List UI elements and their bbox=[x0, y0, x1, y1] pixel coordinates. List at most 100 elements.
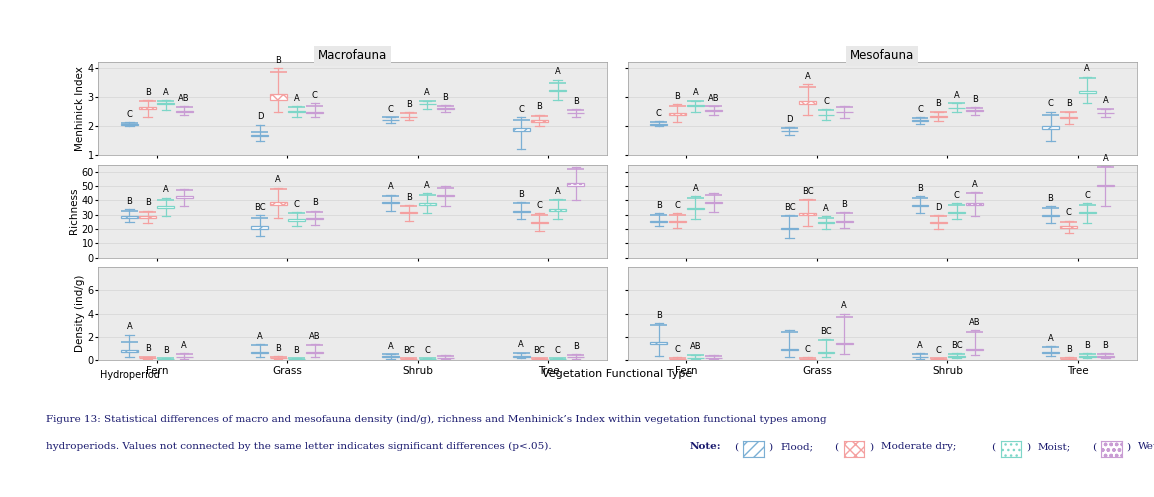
PathPatch shape bbox=[157, 103, 174, 104]
Text: A: A bbox=[276, 175, 282, 184]
Text: B: B bbox=[572, 342, 579, 351]
PathPatch shape bbox=[835, 343, 853, 344]
Text: A: A bbox=[1048, 333, 1054, 342]
Text: C: C bbox=[823, 97, 829, 106]
Text: B: B bbox=[276, 344, 282, 353]
Text: B: B bbox=[1102, 341, 1108, 350]
Text: A: A bbox=[1102, 96, 1108, 105]
Text: B: B bbox=[972, 95, 977, 104]
PathPatch shape bbox=[270, 202, 286, 205]
Text: B: B bbox=[572, 97, 579, 106]
Text: B: B bbox=[127, 197, 133, 206]
Text: B: B bbox=[1084, 341, 1091, 350]
Text: C: C bbox=[804, 345, 810, 354]
PathPatch shape bbox=[912, 356, 929, 357]
PathPatch shape bbox=[966, 110, 983, 111]
Text: A: A bbox=[127, 323, 133, 331]
PathPatch shape bbox=[400, 212, 418, 213]
Text: A: A bbox=[1085, 65, 1091, 74]
PathPatch shape bbox=[1061, 117, 1078, 118]
Text: A: A bbox=[692, 88, 698, 97]
Text: A: A bbox=[953, 90, 959, 99]
PathPatch shape bbox=[817, 114, 834, 115]
PathPatch shape bbox=[531, 120, 548, 122]
Text: C: C bbox=[537, 201, 542, 210]
PathPatch shape bbox=[270, 94, 286, 100]
Text: B: B bbox=[537, 102, 542, 111]
PathPatch shape bbox=[512, 128, 530, 131]
PathPatch shape bbox=[121, 216, 138, 218]
PathPatch shape bbox=[175, 111, 193, 112]
Text: AB: AB bbox=[969, 318, 981, 327]
Title: Macrofauna: Macrofauna bbox=[319, 49, 388, 62]
Text: B: B bbox=[406, 192, 412, 201]
Text: BC: BC bbox=[533, 346, 545, 355]
PathPatch shape bbox=[288, 219, 305, 221]
Text: BC: BC bbox=[820, 327, 832, 335]
PathPatch shape bbox=[1079, 91, 1095, 93]
Y-axis label: Density (ind/g): Density (ind/g) bbox=[75, 275, 85, 352]
Text: B: B bbox=[163, 345, 168, 354]
Text: (: ( bbox=[1092, 442, 1096, 451]
Text: A: A bbox=[425, 181, 430, 190]
Text: C: C bbox=[655, 109, 662, 118]
Text: C: C bbox=[1048, 99, 1054, 108]
Y-axis label: Richness: Richness bbox=[69, 188, 78, 235]
Text: Wet: Wet bbox=[1138, 442, 1154, 451]
PathPatch shape bbox=[781, 228, 797, 229]
Text: B: B bbox=[917, 184, 923, 193]
Text: C: C bbox=[917, 105, 923, 114]
PathPatch shape bbox=[651, 341, 667, 344]
Text: BC: BC bbox=[403, 346, 414, 355]
PathPatch shape bbox=[705, 202, 722, 203]
PathPatch shape bbox=[1042, 215, 1059, 216]
Title: Mesofauna: Mesofauna bbox=[850, 49, 914, 62]
PathPatch shape bbox=[512, 211, 530, 212]
Text: A: A bbox=[181, 341, 187, 350]
Text: B: B bbox=[518, 190, 524, 199]
Text: C: C bbox=[555, 346, 561, 355]
Text: A: A bbox=[917, 341, 923, 350]
Text: B: B bbox=[293, 345, 299, 354]
Text: A: A bbox=[518, 340, 524, 349]
Text: AB: AB bbox=[690, 342, 702, 351]
PathPatch shape bbox=[817, 352, 834, 353]
PathPatch shape bbox=[949, 212, 965, 213]
PathPatch shape bbox=[1096, 112, 1114, 113]
Text: A: A bbox=[823, 204, 829, 213]
Text: B: B bbox=[655, 201, 662, 210]
Text: C: C bbox=[674, 201, 680, 210]
Text: C: C bbox=[127, 109, 133, 119]
Text: A: A bbox=[692, 184, 698, 193]
Text: C: C bbox=[1084, 191, 1091, 200]
PathPatch shape bbox=[306, 351, 323, 353]
Text: B: B bbox=[1048, 194, 1054, 203]
PathPatch shape bbox=[157, 206, 174, 208]
PathPatch shape bbox=[252, 226, 269, 229]
PathPatch shape bbox=[705, 110, 722, 111]
PathPatch shape bbox=[1042, 126, 1059, 129]
Text: BC: BC bbox=[951, 341, 962, 350]
PathPatch shape bbox=[668, 221, 685, 222]
Text: ): ) bbox=[869, 442, 874, 451]
PathPatch shape bbox=[437, 108, 454, 109]
PathPatch shape bbox=[531, 222, 548, 224]
Text: C: C bbox=[425, 346, 430, 355]
Text: A: A bbox=[293, 93, 299, 102]
Text: A: A bbox=[1102, 154, 1108, 163]
Text: B: B bbox=[312, 198, 317, 207]
PathPatch shape bbox=[1079, 212, 1095, 213]
Text: BC: BC bbox=[784, 203, 795, 212]
Text: C: C bbox=[388, 104, 394, 114]
Text: D: D bbox=[256, 112, 263, 121]
Y-axis label: Menhinick Index: Menhinick Index bbox=[75, 66, 85, 151]
PathPatch shape bbox=[835, 221, 853, 222]
Text: ): ) bbox=[1126, 442, 1131, 451]
PathPatch shape bbox=[140, 107, 156, 109]
Text: Hydroperiod: Hydroperiod bbox=[100, 370, 160, 380]
PathPatch shape bbox=[140, 216, 156, 218]
Text: C: C bbox=[674, 345, 680, 354]
Text: C: C bbox=[936, 346, 942, 355]
PathPatch shape bbox=[549, 90, 567, 91]
Text: B: B bbox=[442, 93, 448, 102]
